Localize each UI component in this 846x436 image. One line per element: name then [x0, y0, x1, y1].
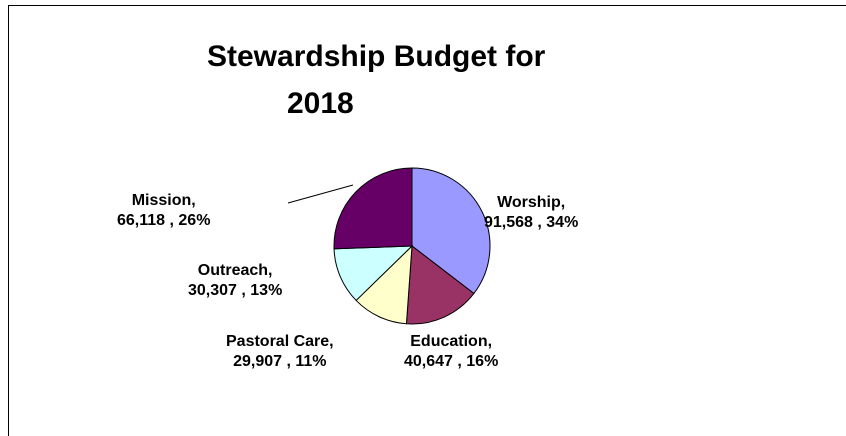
outreach-value: 30,307 , 13%	[188, 282, 283, 299]
education-data-label: Education, 40,647 , 16%	[404, 332, 498, 372]
pastoral-care-data-label: Pastoral Care, 29,907 , 11%	[226, 332, 334, 372]
pastoral-care-value: 29,907 , 11%	[233, 353, 327, 370]
mission-name: Mission,	[131, 192, 196, 209]
chart-frame	[8, 5, 846, 436]
education-value: 40,647 , 16%	[404, 353, 499, 370]
pie-slice-worship	[411, 167, 491, 295]
mission-value: 66,118 , 26%	[117, 212, 211, 229]
worship-data-label: Worship, 91,568 , 34%	[484, 193, 578, 233]
outreach-name: Outreach,	[197, 262, 273, 279]
chart-title-line-1: Stewardship Budget for	[207, 40, 546, 73]
pie-slices	[333, 167, 491, 325]
chart-title-line-2: 2018	[287, 87, 354, 120]
outreach-data-label: Outreach, 30,307 , 13%	[188, 261, 282, 301]
education-name: Education,	[410, 333, 493, 350]
pie-slice-education	[405, 245, 475, 325]
mission-leader-line	[287, 184, 354, 204]
mission-data-label: Mission, 66,118 , 26%	[117, 191, 210, 231]
worship-value: 91,568 , 34%	[484, 214, 579, 231]
pastoral-care-name: Pastoral Care,	[226, 333, 334, 350]
worship-name: Worship,	[497, 194, 566, 211]
pie-slice-mission	[333, 167, 413, 250]
